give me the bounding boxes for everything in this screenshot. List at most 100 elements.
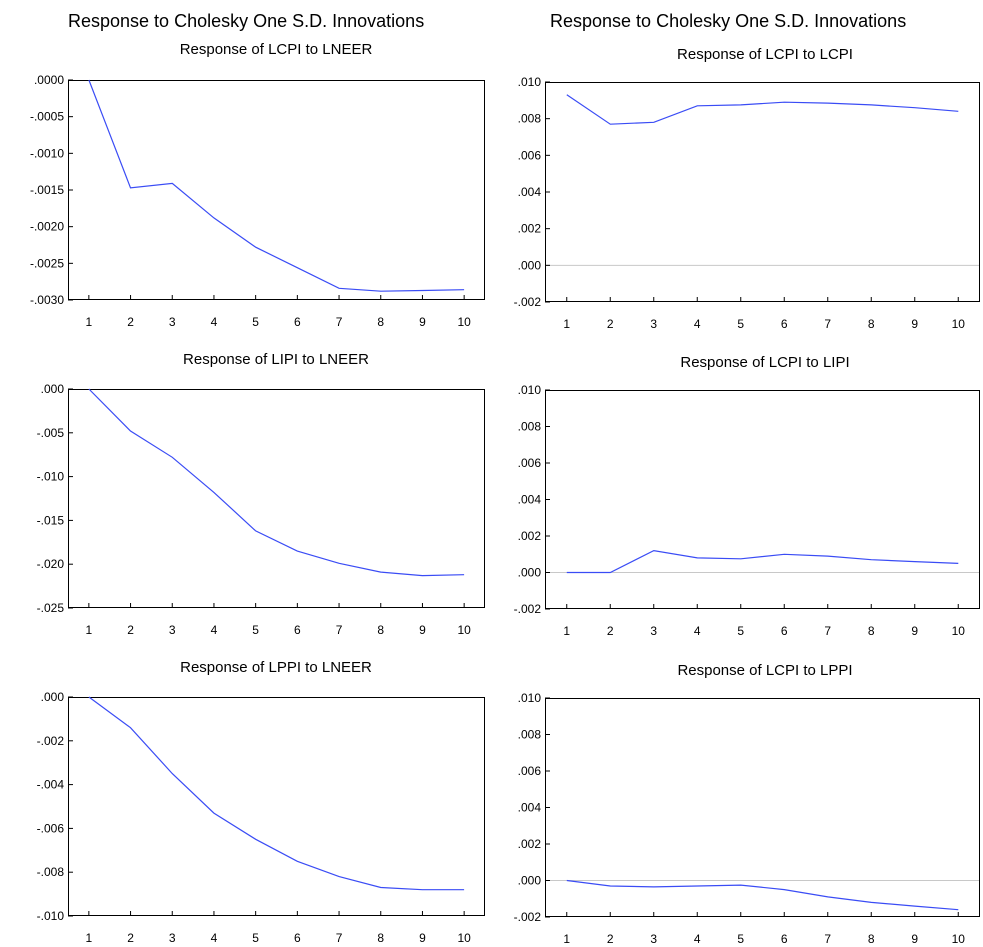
response-line — [88, 696, 465, 891]
plot-frame — [68, 80, 485, 300]
x-tick-label: 8 — [868, 932, 875, 946]
y-tick-label: .006 — [518, 148, 542, 162]
chart-title-3: Response of LIPI to LNEER — [183, 351, 369, 368]
y-tick-label: -.0015 — [30, 183, 64, 197]
chart-title-6: Response of LCPI to LPPI — [677, 662, 853, 679]
y-tick-label: -.002 — [37, 734, 65, 748]
x-tick-label: 1 — [563, 932, 570, 946]
response-line — [88, 388, 465, 577]
x-tick-label: 7 — [824, 932, 831, 946]
data-point — [171, 456, 173, 458]
data-point — [609, 885, 611, 887]
data-point — [255, 246, 257, 248]
data-point — [566, 572, 568, 574]
x-tick-label: 9 — [911, 932, 918, 946]
x-tick-label: 10 — [457, 931, 471, 945]
data-point — [296, 267, 298, 269]
chart-panel-3: .000 -.005 -.010 -.015 -.020 -.025 1 2 3 4 5 6 7 8 9 10 — [37, 382, 485, 637]
chart-title-1: Response of LCPI to LNEER — [179, 41, 373, 58]
y-tick-label: .004 — [518, 801, 542, 815]
chart-title-4: Response of LCPI to LIPI — [680, 354, 850, 371]
data-point — [914, 905, 916, 907]
x-tick-label: 3 — [169, 931, 176, 945]
data-point — [696, 557, 698, 559]
response-line — [566, 549, 959, 574]
x-tick-label: 7 — [824, 624, 831, 638]
data-point — [827, 555, 829, 557]
plot-frame — [545, 698, 980, 917]
data-point — [463, 289, 465, 291]
x-tick-label: 9 — [911, 317, 918, 331]
data-point — [609, 572, 611, 574]
y-tick-label: .008 — [518, 420, 542, 434]
x-tick-label: 7 — [824, 317, 831, 331]
data-point — [88, 388, 90, 390]
data-point — [296, 550, 298, 552]
y-tick-label: -.0010 — [30, 146, 64, 160]
y-tick-label: -.0005 — [30, 110, 64, 124]
x-tick-label: 5 — [737, 624, 744, 638]
data-point — [957, 562, 959, 564]
data-point — [783, 889, 785, 891]
data-point — [380, 290, 382, 292]
x-tick-label: 2 — [127, 931, 134, 945]
x-tick-label: 6 — [294, 315, 301, 329]
data-point — [255, 838, 257, 840]
data-point — [696, 885, 698, 887]
data-point — [609, 123, 611, 125]
data-point — [380, 887, 382, 889]
y-tick-label: .000 — [518, 258, 542, 272]
data-point — [783, 101, 785, 103]
data-point — [338, 287, 340, 289]
y-tick-label: -.020 — [37, 557, 65, 571]
x-tick-label: 4 — [211, 315, 218, 329]
plot-frame — [545, 82, 980, 302]
data-point — [421, 889, 423, 891]
chart-panel-2: .010 .008 .006 .004 .002 .000 -.002 1 2 3 4 5 6 7 8 9 10 — [514, 75, 980, 331]
x-tick-label: 8 — [868, 624, 875, 638]
y-tick-label: -.015 — [37, 513, 65, 527]
y-tick-label: .000 — [41, 382, 65, 396]
x-tick-label: 6 — [781, 624, 788, 638]
data-point — [171, 182, 173, 184]
x-tick-label: 6 — [781, 317, 788, 331]
data-point — [255, 530, 257, 532]
data-point — [296, 860, 298, 862]
y-tick-label: .000 — [518, 874, 542, 888]
data-point — [130, 187, 132, 189]
y-tick-label: -.002 — [514, 602, 542, 616]
data-point — [740, 558, 742, 560]
y-tick-label: -.008 — [37, 865, 65, 879]
data-point — [870, 104, 872, 106]
data-point — [653, 886, 655, 888]
data-point — [740, 104, 742, 106]
x-tick-label: 1 — [86, 315, 93, 329]
data-point — [653, 121, 655, 123]
plot-frame — [68, 697, 485, 916]
data-point — [914, 107, 916, 109]
y-tick-label: .008 — [518, 112, 542, 126]
data-point — [88, 79, 90, 81]
x-tick-label: 10 — [457, 315, 471, 329]
y-tick-label: .000 — [518, 566, 542, 580]
x-tick-label: 6 — [294, 623, 301, 637]
response-line — [566, 879, 959, 911]
y-tick-label: .0000 — [34, 73, 64, 87]
data-point — [870, 559, 872, 561]
data-point — [696, 105, 698, 107]
y-tick-label: .004 — [518, 493, 542, 507]
x-tick-label: 2 — [127, 315, 134, 329]
chart-title-2: Response of LCPI to LCPI — [677, 46, 853, 63]
x-tick-label: 8 — [377, 623, 384, 637]
x-tick-label: 1 — [86, 931, 93, 945]
x-tick-label: 4 — [211, 931, 218, 945]
data-point — [957, 110, 959, 112]
data-point — [130, 727, 132, 729]
response-line — [88, 79, 465, 292]
x-tick-label: 6 — [294, 931, 301, 945]
y-tick-label: .010 — [518, 75, 542, 89]
y-tick-label: .010 — [518, 691, 542, 705]
y-tick-label: .002 — [518, 529, 542, 543]
data-point — [783, 553, 785, 555]
data-point — [566, 94, 568, 96]
